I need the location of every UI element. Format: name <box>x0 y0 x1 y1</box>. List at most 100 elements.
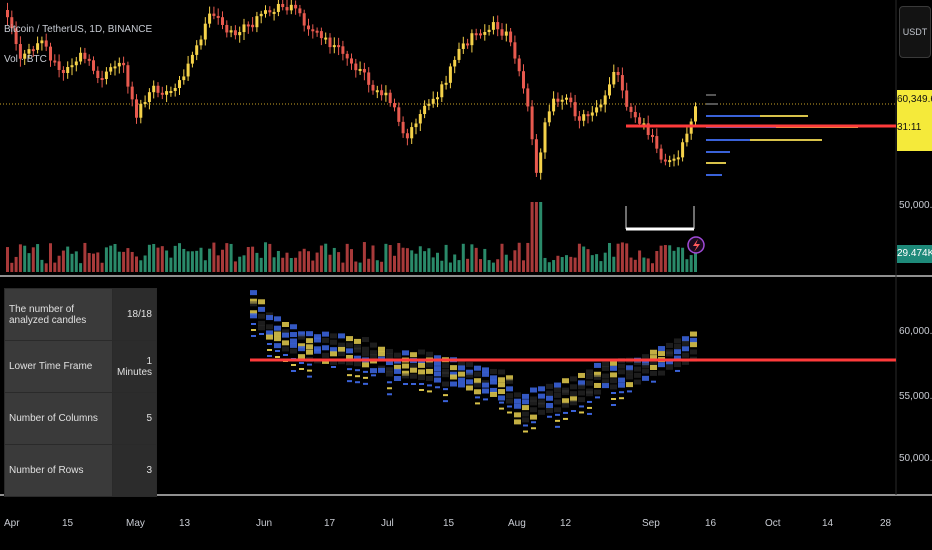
footprint-cell <box>298 331 305 337</box>
indicator-tick-55000: 55,000.00 <box>899 391 932 402</box>
volume-bar <box>659 245 663 272</box>
footprint-cell <box>682 336 689 342</box>
currency-button[interactable]: USDT <box>899 6 931 58</box>
candle-body <box>6 10 9 18</box>
footprint-cell <box>626 382 633 388</box>
candle-body <box>307 25 310 30</box>
footprint-cell <box>458 377 465 383</box>
candle-body <box>620 75 624 91</box>
footprint-cell <box>274 343 281 349</box>
volume-bar <box>414 253 418 272</box>
volume-bar <box>319 245 323 272</box>
footprint-cell <box>266 334 273 340</box>
volume-bar <box>307 251 310 272</box>
candle-body <box>135 99 138 118</box>
footprint-tail <box>275 356 280 358</box>
time-label: 15 <box>443 518 455 529</box>
footprint-cell <box>394 368 401 374</box>
candle-body <box>221 17 224 25</box>
volume-bar <box>109 245 113 272</box>
volume-bar <box>646 258 650 272</box>
candle-body <box>225 24 229 33</box>
candle-body <box>380 90 384 96</box>
candle-body <box>646 123 650 135</box>
lightning-icon[interactable] <box>687 236 705 254</box>
footprint-cell <box>434 355 441 361</box>
footprint-cell <box>674 338 681 344</box>
volume-bar <box>565 255 568 272</box>
candle-body <box>655 136 659 149</box>
footprint-cell <box>338 342 345 348</box>
footprint-cell <box>578 390 585 396</box>
footprint-tail <box>355 375 360 378</box>
candle-body <box>436 97 439 100</box>
footprint-tail <box>443 394 448 397</box>
candle-body <box>427 103 431 106</box>
footprint-cell <box>618 369 625 375</box>
volume-bar <box>590 255 594 272</box>
volume-bar <box>44 263 48 272</box>
volume-bar <box>264 242 267 272</box>
footprint-cell <box>354 347 361 353</box>
volume-bar <box>672 250 676 272</box>
candle-body <box>547 111 551 123</box>
footprint-cell <box>362 346 369 352</box>
footprint-cell <box>282 340 289 346</box>
volume-bar <box>522 260 525 272</box>
volume-bar <box>638 250 642 272</box>
footprint-cell <box>306 344 313 350</box>
footprint-cell <box>386 371 393 377</box>
footprint-tail <box>443 400 448 403</box>
volume-legend[interactable]: Vol · BTC <box>4 54 47 65</box>
footprint-cell <box>538 402 545 408</box>
volume-bar <box>530 202 534 272</box>
footprint-cell <box>522 405 529 411</box>
volume-bar <box>74 251 78 272</box>
candle-body <box>685 133 689 143</box>
candle-body <box>517 58 521 72</box>
candle-body <box>616 71 620 76</box>
volume-bar <box>586 249 590 272</box>
footprint-cell <box>610 372 617 378</box>
footprint-cell <box>338 351 345 357</box>
volume-bar <box>117 251 121 272</box>
footprint-tail <box>507 405 512 408</box>
footprint-cell <box>290 324 297 330</box>
footprint-cell <box>618 382 625 388</box>
volume-bar <box>384 243 388 272</box>
footprint-cell <box>642 360 649 366</box>
footprint-cell <box>290 348 297 354</box>
volume-bar <box>625 243 629 272</box>
footprint-cell <box>658 362 665 368</box>
time-label: Aug <box>508 518 526 529</box>
footprint-tail <box>259 333 264 335</box>
footprint-cell <box>506 375 513 381</box>
symbol-legend[interactable]: Bitcoin / TetherUS, 1D, BINANCE <box>4 24 153 35</box>
candle-body <box>229 30 233 33</box>
footprint-cell <box>386 353 393 359</box>
candle-body <box>414 123 418 128</box>
candle-body <box>651 134 654 137</box>
candle-body <box>268 10 272 13</box>
footprint-cell <box>538 399 545 405</box>
candle-body <box>466 43 470 46</box>
candle-body <box>440 84 444 98</box>
volume-bar <box>358 262 362 272</box>
time-label: 14 <box>822 518 834 529</box>
volume-bar <box>195 250 199 272</box>
footprint-cell <box>682 359 689 365</box>
time-label: 15 <box>62 518 74 529</box>
candle-body <box>44 40 48 47</box>
volume-bar <box>418 246 422 272</box>
footprint-cell <box>362 362 369 368</box>
footprint-tail <box>275 350 280 352</box>
candle-body <box>599 104 603 108</box>
footprint-cell <box>394 376 401 382</box>
volume-bar <box>556 255 560 272</box>
volume-bar <box>165 250 169 272</box>
candle-body <box>87 58 91 61</box>
footprint-cell <box>330 359 337 365</box>
volume-bar <box>272 257 276 272</box>
price-tick-50000: 50,000.00 <box>899 200 932 211</box>
